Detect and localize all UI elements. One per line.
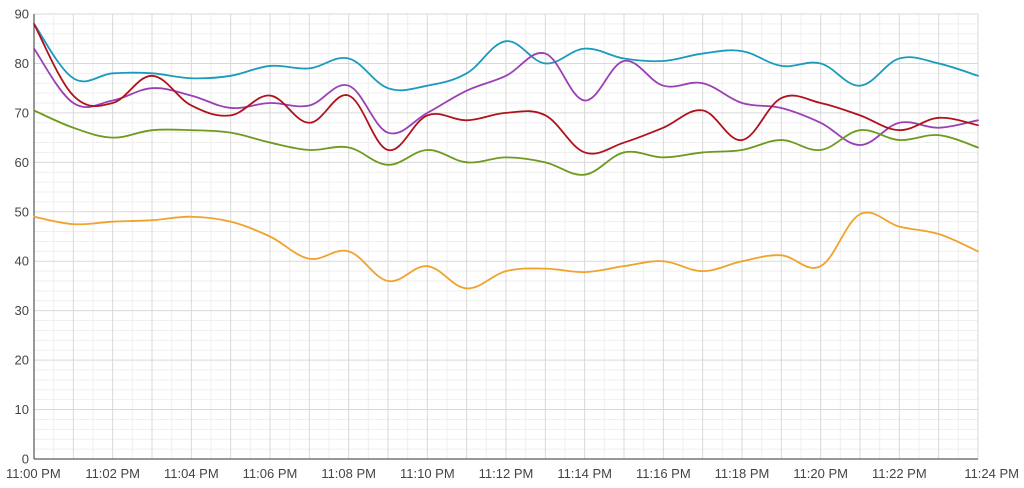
y-tick-label: 60 (15, 155, 29, 170)
y-tick-label: 50 (15, 204, 29, 219)
y-tick-label: 70 (15, 105, 29, 120)
y-tick-label: 90 (15, 7, 29, 22)
series-line-5 (33, 211, 979, 290)
x-tick-labels: 11:00 PM 11:02 PM 11:04 PM 11:06 PM 11:08 PM… (6, 466, 1019, 481)
x-tick-label: 11:06 PM (243, 466, 298, 481)
y-tick-label: 20 (15, 353, 29, 368)
y-tick-label: 0 (22, 452, 29, 467)
x-tick-label: 11:10 PM (400, 466, 455, 481)
x-tick-label: 11:20 PM (793, 466, 848, 481)
x-tick-label: 11:04 PM (164, 466, 219, 481)
y-tick-label: 30 (15, 303, 29, 318)
y-tick-label: 10 (15, 402, 29, 417)
y-tick-labels: 0 10 20 30 40 50 60 70 80 90 (15, 7, 29, 467)
series-line-3 (33, 22, 979, 155)
axes (33, 14, 978, 460)
y-tick-label: 40 (15, 254, 29, 269)
x-tick-label: 11:14 PM (557, 466, 612, 481)
x-tick-label: 11:08 PM (321, 466, 376, 481)
x-tick-label: 11:16 PM (636, 466, 691, 481)
series-layer (33, 22, 979, 290)
series-line-2 (33, 47, 979, 146)
x-tick-label: 11:24 PM (964, 466, 1019, 481)
x-tick-label: 11:18 PM (715, 466, 770, 481)
x-tick-label: 11:22 PM (872, 466, 927, 481)
y-tick-label: 80 (15, 56, 29, 71)
series-line-4 (33, 109, 979, 176)
major-gridlines (33, 13, 979, 460)
x-tick-label: 11:02 PM (85, 466, 140, 481)
x-tick-label: 11:00 PM (6, 466, 61, 481)
x-tick-label: 11:12 PM (479, 466, 534, 481)
series-line-1 (33, 22, 979, 92)
